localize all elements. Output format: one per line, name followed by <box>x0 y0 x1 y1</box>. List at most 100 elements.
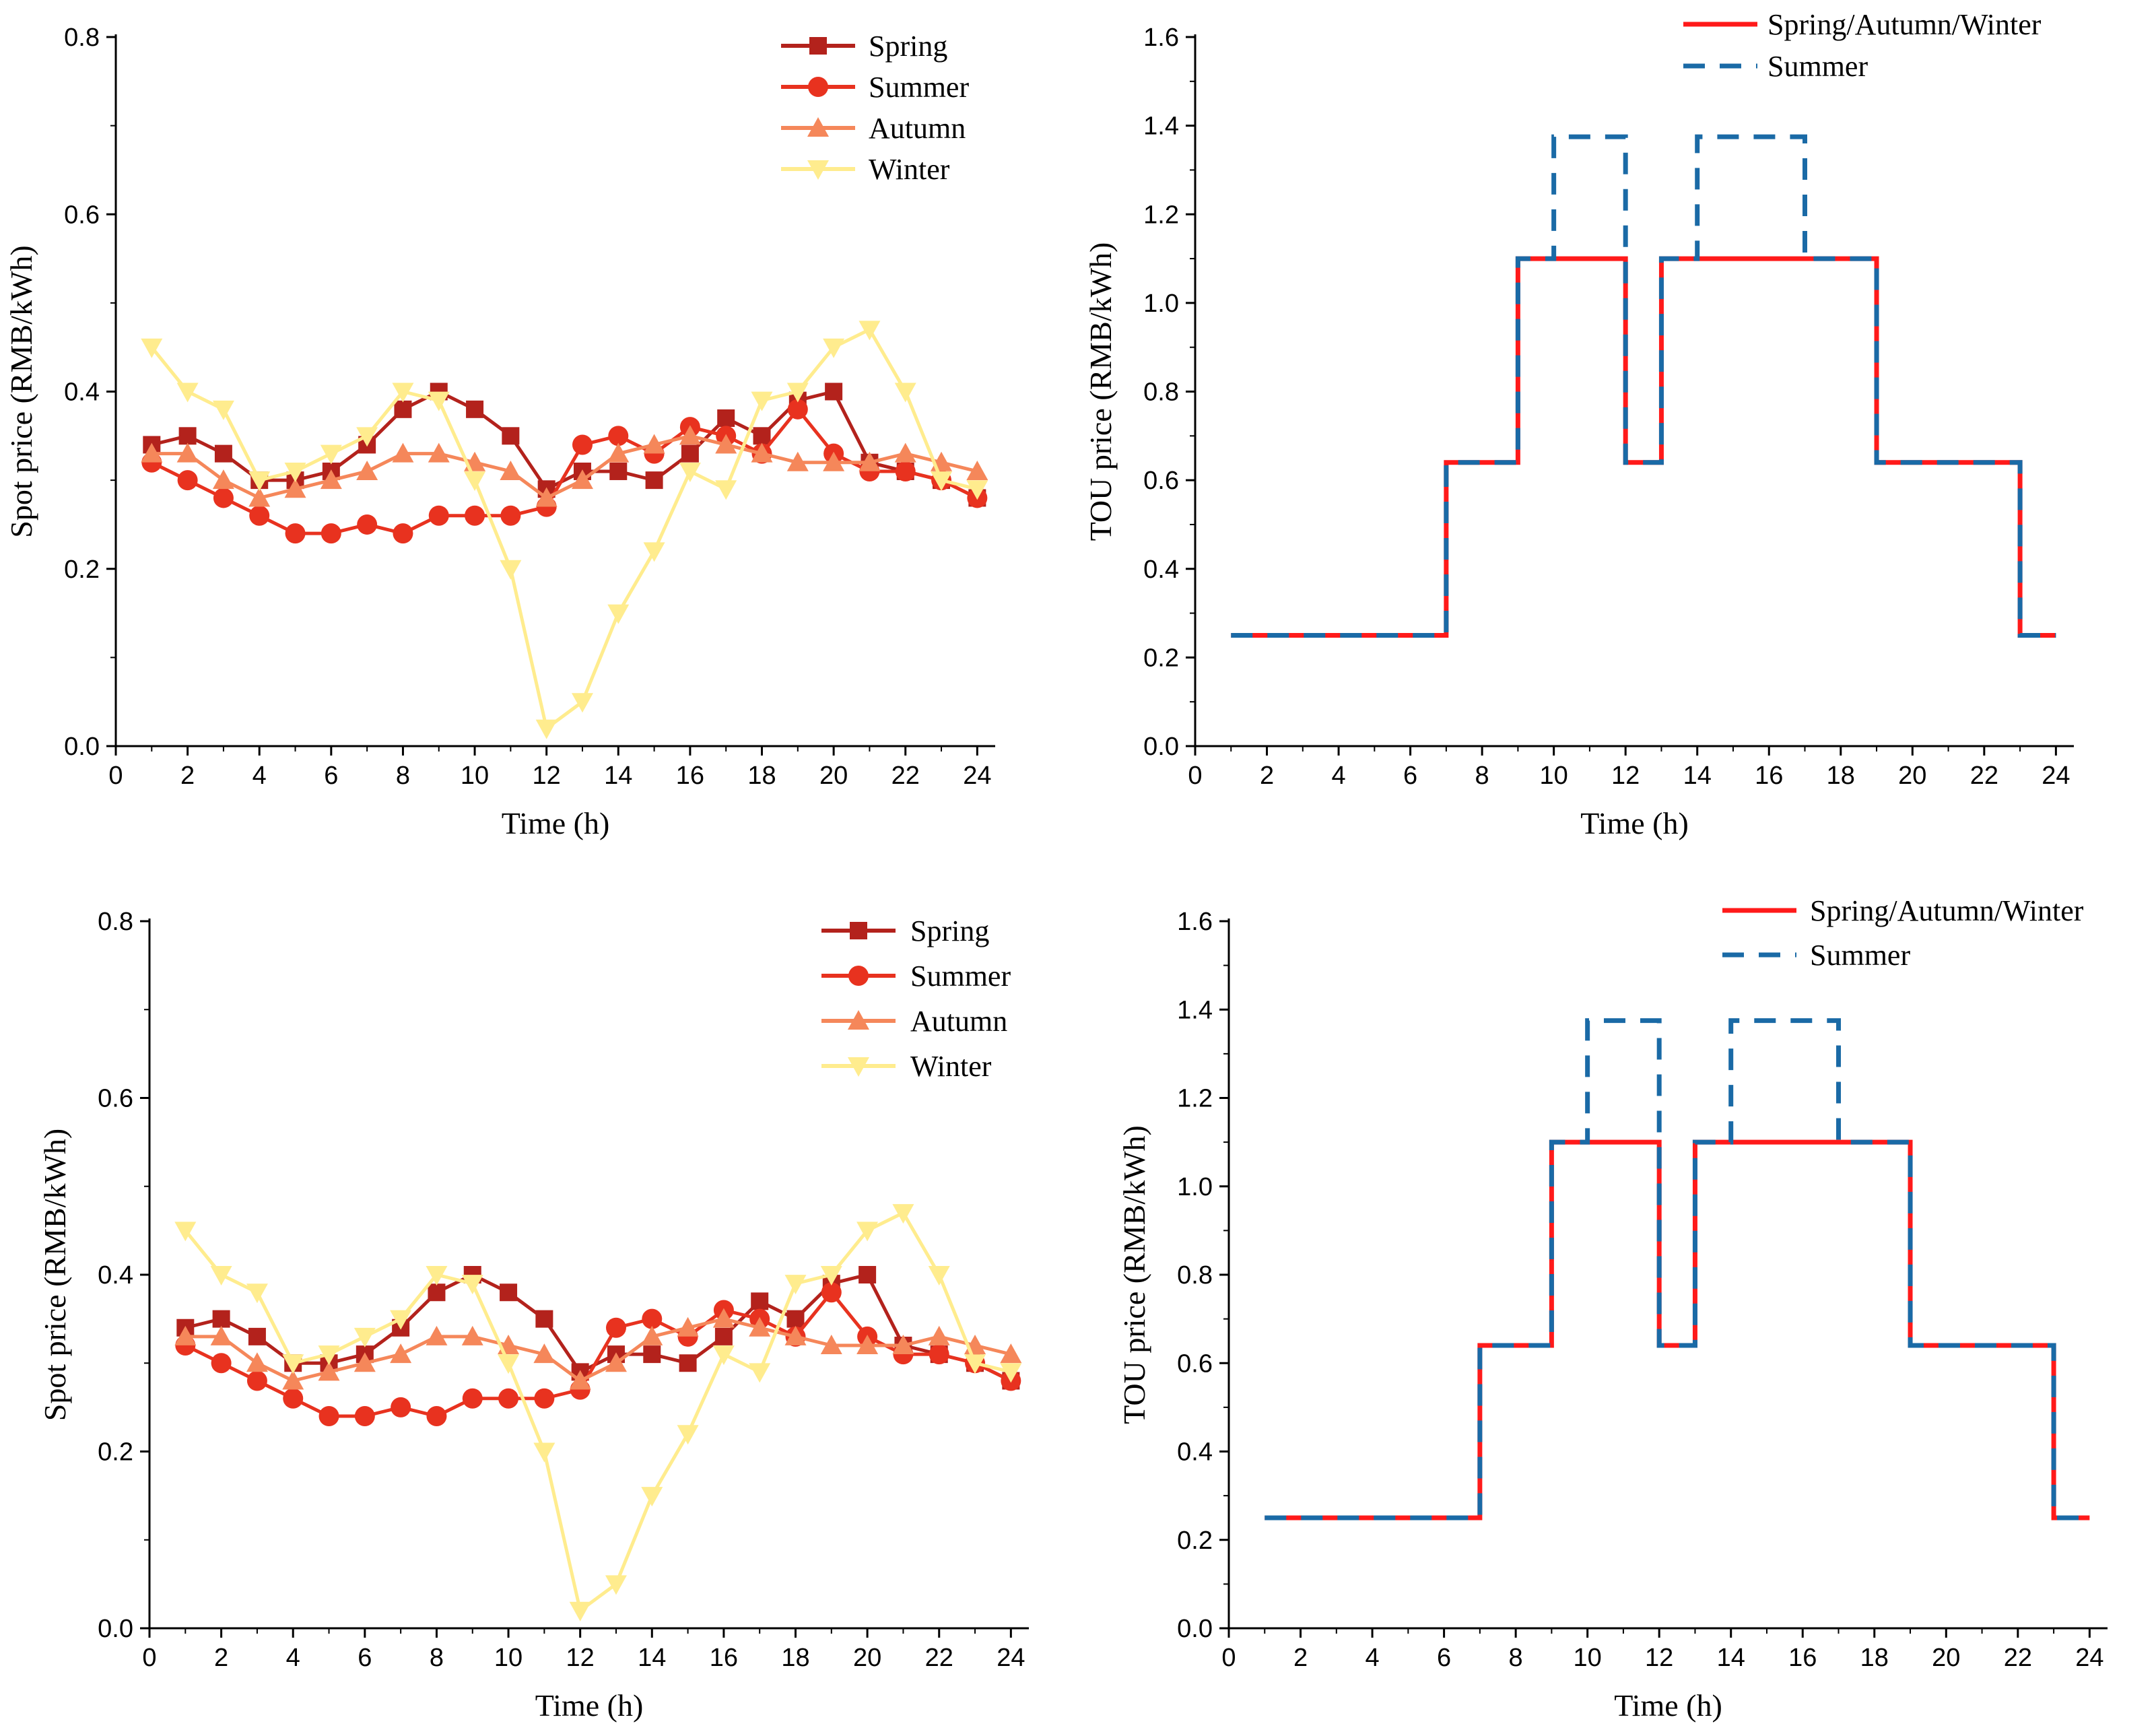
x-tick-label: 14 <box>638 1644 666 1672</box>
x-axis-title: Time (h) <box>1580 806 1689 840</box>
x-tick-label: 12 <box>1645 1644 1673 1672</box>
legend-label-summer: Summer <box>1810 939 1910 972</box>
data-point-winter <box>964 1354 986 1374</box>
data-point-autumn <box>212 469 234 490</box>
data-point-autumn <box>571 469 593 490</box>
y-tick-label: 0.4 <box>1143 556 1179 584</box>
legend-marker-spring <box>809 37 827 55</box>
data-point-autumn <box>461 1325 483 1345</box>
data-point-winter <box>751 391 773 411</box>
series-line-winter <box>150 327 978 731</box>
data-point-winter <box>210 1266 232 1286</box>
y-tick-label: 1.2 <box>1143 201 1179 229</box>
data-point-summer <box>285 523 306 544</box>
data-point-spring <box>825 382 843 401</box>
data-point-summer <box>465 505 485 526</box>
data-point-summer <box>211 1353 232 1374</box>
y-tick-label: 1.4 <box>1177 996 1213 1024</box>
data-point-winter <box>856 1222 879 1242</box>
legend-label-summer: Summer <box>869 71 969 104</box>
data-point-spring <box>681 444 699 463</box>
y-tick-label: 0.0 <box>98 1615 133 1643</box>
data-point-autumn <box>141 442 163 463</box>
x-axis-title: Time (h) <box>1614 1688 1722 1723</box>
data-point-summer <box>354 1406 375 1426</box>
data-point-autumn <box>892 1335 914 1354</box>
data-point-winter <box>176 382 199 403</box>
legend-label-autumn: Autumn <box>910 1005 1007 1038</box>
x-tick-label: 4 <box>286 1644 300 1672</box>
y-axis-title: TOU price (RMB/kWh) <box>1117 1125 1151 1424</box>
y-tick-label: 0.8 <box>1143 378 1179 407</box>
series-line-summer <box>1231 134 2056 638</box>
data-point-autumn <box>174 1325 197 1345</box>
y-tick-label: 1.2 <box>1177 1085 1213 1113</box>
data-point-autumn <box>353 1352 376 1372</box>
data-point-autumn <box>677 1316 699 1337</box>
y-tick-label: 0.2 <box>1143 644 1179 672</box>
data-point-autumn <box>820 1335 842 1354</box>
y-tick-label: 0.0 <box>64 733 100 761</box>
data-point-summer <box>426 1406 447 1426</box>
y-axis-title: Spot price (RMB/kWh) <box>4 245 38 537</box>
data-point-autumn <box>426 1325 448 1345</box>
x-tick-label: 18 <box>1860 1644 1889 1672</box>
data-point-winter <box>535 719 558 739</box>
legend-label-summer: Summer <box>910 960 1011 993</box>
x-tick-label: 10 <box>1540 762 1568 790</box>
data-point-summer <box>283 1388 304 1409</box>
series-line-winter <box>184 1211 1011 1613</box>
x-tick-label: 16 <box>676 762 704 790</box>
data-point-autumn <box>535 487 558 507</box>
x-tick-label: 24 <box>2042 762 2070 790</box>
x-tick-label: 18 <box>781 1644 809 1672</box>
data-point-summer <box>428 505 449 526</box>
legend-marker-autumn <box>848 1010 869 1030</box>
data-point-summer <box>391 1397 411 1417</box>
data-point-winter <box>820 1266 842 1286</box>
x-tick-label: 0 <box>142 1644 156 1672</box>
x-tick-label: 16 <box>710 1644 738 1672</box>
x-tick-label: 22 <box>891 762 920 790</box>
data-point-autumn <box>605 1352 627 1372</box>
series-line-spring <box>184 1273 1012 1382</box>
data-point-spring <box>858 1266 877 1283</box>
data-point-autumn <box>643 434 665 454</box>
data-point-winter <box>677 1425 699 1445</box>
series-line-spring-autumn-winter <box>1265 1139 2090 1521</box>
legend-label-winter: Winter <box>869 153 950 186</box>
x-tick-label: 12 <box>1611 762 1640 790</box>
legend-marker-summer <box>848 966 869 986</box>
x-tick-label: 8 <box>396 762 410 790</box>
x-tick-label: 6 <box>1437 1644 1451 1672</box>
data-point-summer <box>821 1282 842 1303</box>
x-tick-label: 10 <box>461 762 489 790</box>
x-axis-title: Time (h) <box>535 1688 644 1723</box>
y-tick-label: 0.0 <box>1177 1615 1213 1643</box>
data-point-summer <box>321 523 341 544</box>
data-point-spring <box>535 1310 553 1328</box>
data-point-spring <box>500 1283 518 1302</box>
x-tick-label: 20 <box>1898 762 1926 790</box>
x-tick-label: 16 <box>1788 1644 1817 1672</box>
data-point-autumn <box>569 1370 591 1390</box>
data-point-spring <box>643 1345 661 1364</box>
x-tick-label: 12 <box>533 762 561 790</box>
data-point-winter <box>498 1354 520 1374</box>
data-point-spring <box>248 1327 266 1345</box>
data-point-winter <box>426 1266 448 1286</box>
data-point-summer <box>608 426 629 446</box>
data-point-autumn <box>856 1335 879 1354</box>
x-tick-label: 24 <box>997 1644 1025 1672</box>
data-point-winter <box>641 1487 663 1507</box>
y-tick-label: 1.6 <box>1177 908 1213 936</box>
data-point-summer <box>500 505 521 526</box>
y-tick-label: 1.0 <box>1177 1173 1213 1201</box>
data-point-winter <box>390 1310 412 1330</box>
x-tick-label: 16 <box>1755 762 1783 790</box>
data-point-autumn <box>210 1325 232 1345</box>
data-point-winter <box>894 382 916 403</box>
data-point-autumn <box>318 1361 340 1381</box>
data-point-autumn <box>284 478 306 498</box>
